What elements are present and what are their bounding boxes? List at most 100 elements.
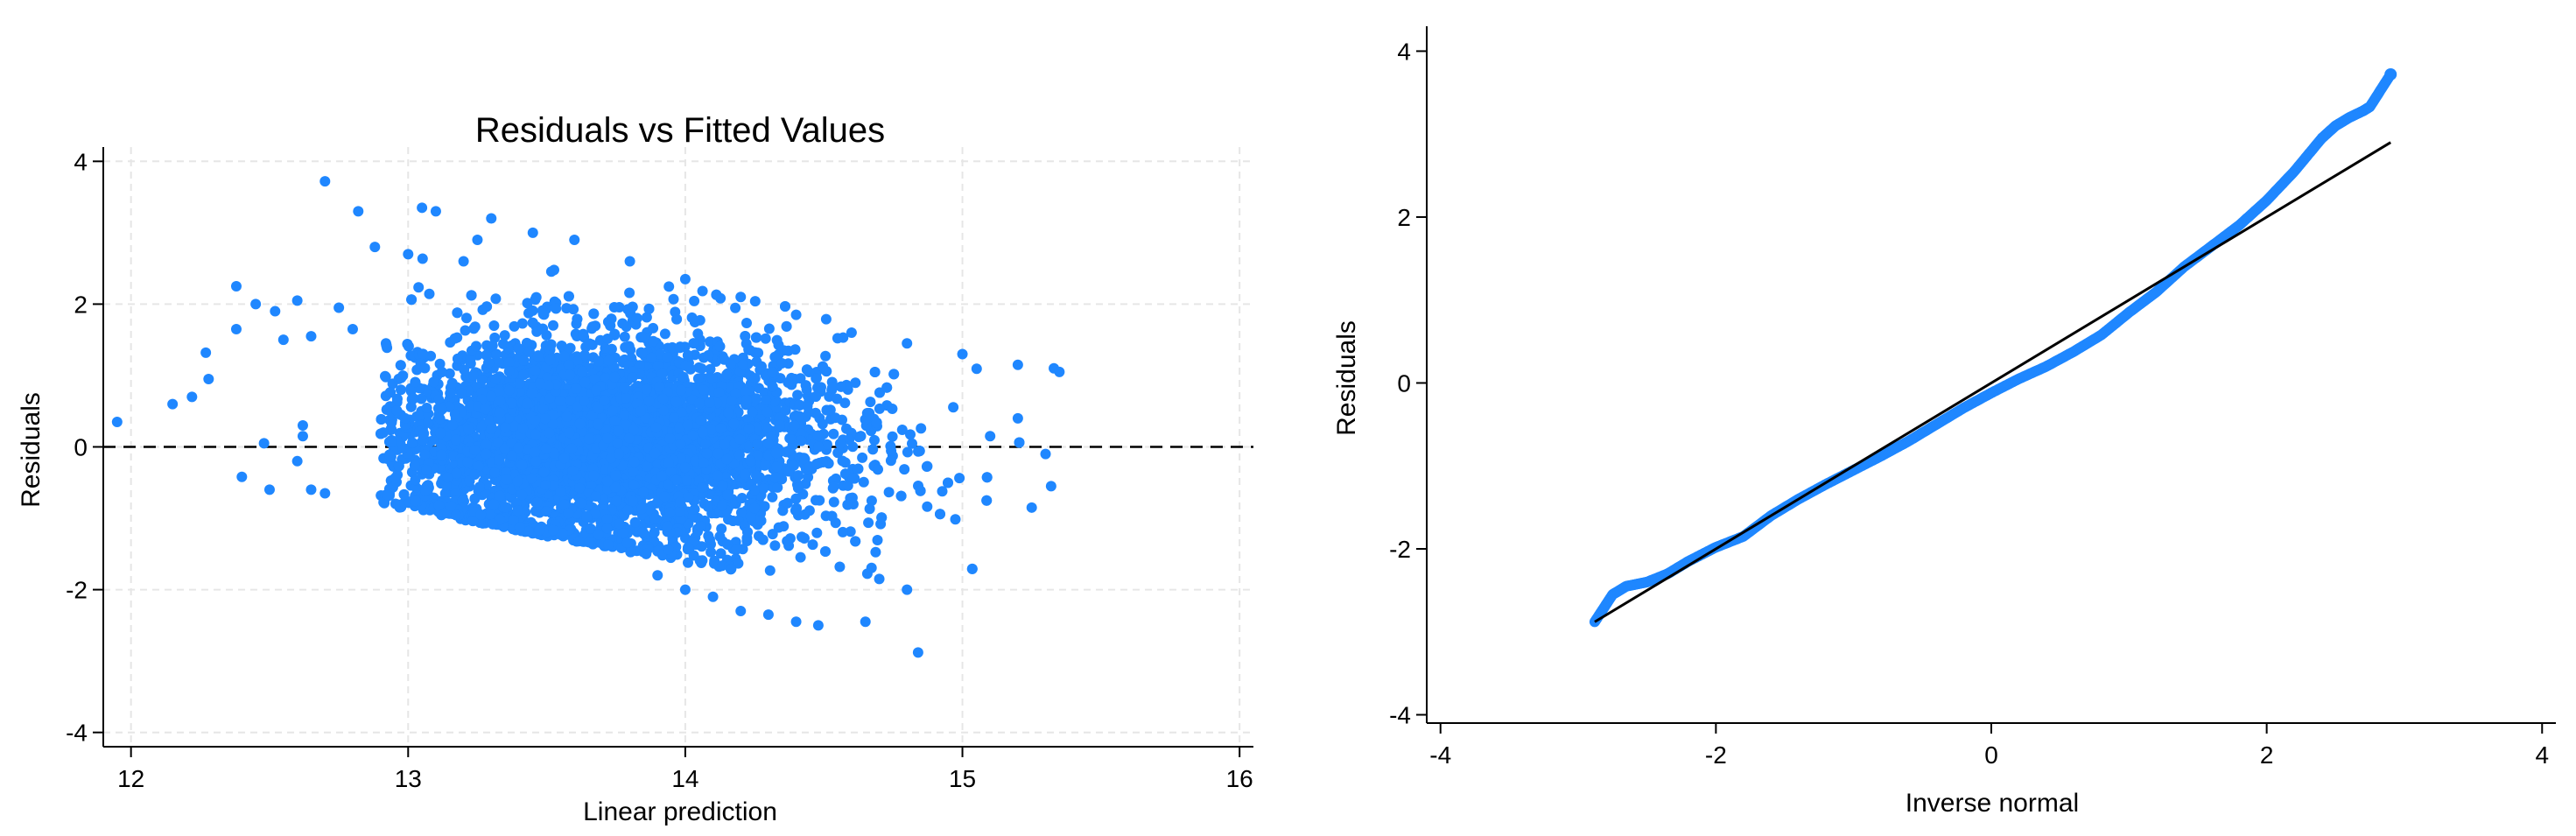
scatter-point [770,447,782,459]
scatter-point [790,344,801,355]
scatter-point [530,446,541,458]
scatter-point [782,536,793,547]
scatter-point [907,438,917,449]
scatter-point [631,313,642,324]
scatter-point [398,488,410,500]
scatter-point [698,457,710,468]
scatter-point [733,558,744,569]
scatter-point [757,534,769,545]
scatter-point [682,419,693,431]
scatter-point [752,450,763,461]
scatter-point [390,473,401,484]
scatter-point [625,546,636,558]
scatter-point [937,486,948,497]
scatter-point [782,497,793,509]
scatter-point [442,472,453,483]
scatter-point [885,455,896,467]
scatter-point [714,341,726,352]
scatter-point [762,422,773,433]
scatter-point [481,301,493,313]
scatter-point [436,404,447,415]
scatter-point [469,469,481,480]
scatter-point [526,388,537,399]
scatter-point [769,472,781,483]
scatter-point [704,534,715,545]
scatter-point [839,397,851,409]
scatter-point [807,539,818,551]
scatter-point [449,333,460,344]
scatter-point [418,428,430,439]
scatter-point [613,425,624,437]
scatter-point [675,513,686,524]
scatter-point [789,420,800,432]
scatter-point [657,393,669,404]
scatter-point [695,521,706,532]
scatter-point [603,539,614,551]
scatter-point [540,506,551,517]
scatter-point [612,438,623,449]
scatter-point [948,402,959,413]
scatter-point [521,337,532,348]
scatter-point [558,499,570,510]
scatter-point [573,536,585,547]
scatter-point [717,500,727,511]
scatter-point [763,323,775,334]
scatter-point [643,396,655,407]
scatter-point [503,366,515,377]
scatter-point [793,411,804,422]
scatter-point [558,350,570,362]
scatter-point [688,338,699,349]
scatter-point [853,463,864,474]
scatter-point [397,442,409,453]
scatter-point [662,352,673,363]
scatter-point [417,253,428,264]
scatter-point [654,381,665,392]
scatter-point [712,448,724,460]
scatter-point [835,438,846,449]
scatter-point [847,473,859,484]
scatter-point [804,505,815,516]
scatter-point [609,481,621,493]
scatter-point [675,496,686,508]
scatter-point [881,382,893,393]
scatter-point [866,562,877,573]
scatter-point [608,302,620,313]
scatter-point [451,434,461,446]
scatter-point [391,393,403,404]
scatter-point [789,460,799,471]
scatter-point [503,384,515,396]
scatter-point [842,499,853,510]
scatter-point [674,342,685,354]
scatter-point [922,501,933,512]
scatter-point [539,413,551,425]
scatter-point [835,381,846,392]
scatter-point [683,557,693,568]
scatter-point [769,351,781,362]
scatter-point [588,470,600,481]
scatter-point [696,363,707,375]
scatter-point [589,509,600,519]
scatter-point [619,383,630,394]
scatter-point [828,496,839,508]
scatter-point [712,470,723,481]
scatter-point [469,493,481,504]
scatter-point [721,369,733,381]
scatter-point [547,418,558,430]
scatter-point [513,343,524,354]
scatter-point [821,404,832,416]
scatter-point [871,417,882,428]
scatter-point [705,546,717,558]
scatter-point [451,467,462,479]
scatter-point [887,404,898,414]
scatter-point [516,318,528,329]
scatter-point [624,287,635,299]
scatter-point [494,386,505,397]
scatter-point [514,378,525,389]
scatter-point [867,444,879,455]
scatter-point [767,381,778,392]
scatter-point [393,460,404,472]
scatter-point [676,384,687,396]
scatter-point [826,383,838,394]
scatter-point [830,412,841,424]
scatter-point [895,490,907,502]
